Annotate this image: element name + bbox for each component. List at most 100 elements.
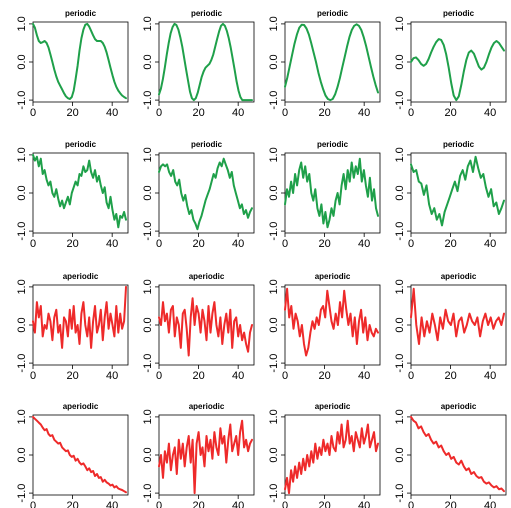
series-line (284, 23, 379, 102)
chart-title: periodic (191, 140, 223, 149)
y-tick-label: -1.0 (394, 222, 406, 241)
x-tick-label: 40 (106, 107, 118, 119)
series-line (410, 415, 505, 493)
chart-title: aperiodic (315, 402, 351, 411)
x-tick-label: 0 (282, 370, 288, 382)
series-line (410, 287, 505, 345)
y-tick-label: 0.0 (268, 447, 280, 462)
chart-title: aperiodic (441, 272, 477, 281)
series-line (284, 287, 379, 357)
x-tick-label: 0 (408, 500, 414, 508)
y-tick-label: -1.0 (394, 91, 406, 110)
y-tick-label: 0.0 (394, 317, 406, 332)
y-tick-label: 0.0 (394, 54, 406, 69)
y-tick-label: -1.0 (16, 484, 28, 503)
chart-title: aperiodic (441, 402, 477, 411)
chart-title: periodic (191, 9, 223, 18)
series-line (158, 22, 253, 102)
series-line (32, 285, 127, 349)
x-tick-label: 0 (156, 238, 162, 250)
chart-title: aperiodic (63, 402, 99, 411)
x-tick-label: 20 (192, 370, 204, 382)
x-tick-label: 40 (106, 500, 118, 508)
x-tick-label: 40 (358, 107, 370, 119)
x-tick-label: 20 (318, 238, 330, 250)
y-tick-label: 0.0 (16, 447, 28, 462)
y-tick-label: 0.0 (142, 54, 154, 69)
x-tick-label: 0 (282, 500, 288, 508)
chart-title: periodic (317, 9, 349, 18)
chart-title: periodic (443, 9, 475, 18)
x-tick-label: 0 (156, 500, 162, 508)
x-tick-label: 40 (232, 107, 244, 119)
y-tick-label: -1.0 (268, 222, 280, 241)
x-tick-label: 0 (408, 370, 414, 382)
y-tick-label: 1.0 (142, 279, 154, 294)
y-tick-label: -1.0 (142, 484, 154, 503)
x-tick-label: 20 (66, 107, 78, 119)
y-tick-label: -1.0 (16, 354, 28, 373)
y-tick-label: 1.0 (268, 279, 280, 294)
plot-frame (410, 414, 507, 496)
y-tick-label: 1.0 (16, 409, 28, 424)
x-tick-label: 40 (484, 107, 496, 119)
y-tick-label: 0.0 (268, 54, 280, 69)
chart-title: periodic (317, 140, 349, 149)
y-tick-label: 0.0 (394, 447, 406, 462)
x-tick-label: 0 (282, 238, 288, 250)
x-tick-label: 20 (192, 107, 204, 119)
x-tick-label: 0 (30, 238, 36, 250)
x-tick-label: 0 (30, 370, 36, 382)
x-tick-label: 40 (484, 500, 496, 508)
x-tick-label: 0 (156, 370, 162, 382)
series-line (158, 157, 253, 231)
y-tick-label: -1.0 (142, 354, 154, 373)
x-tick-label: 40 (106, 238, 118, 250)
y-tick-label: 1.0 (16, 16, 28, 31)
x-tick-label: 40 (232, 370, 244, 382)
x-tick-label: 20 (444, 370, 456, 382)
y-tick-label: 0.0 (142, 185, 154, 200)
y-tick-label: -1.0 (268, 354, 280, 373)
y-tick-label: 1.0 (16, 279, 28, 294)
x-tick-label: 0 (156, 107, 162, 119)
x-tick-label: 20 (192, 500, 204, 508)
y-tick-label: 1.0 (268, 147, 280, 162)
x-tick-label: 0 (30, 500, 36, 508)
y-tick-label: 1.0 (268, 16, 280, 31)
y-tick-label: 1.0 (268, 409, 280, 424)
y-tick-label: 0.0 (268, 317, 280, 332)
y-tick-label: 0.0 (142, 317, 154, 332)
x-tick-label: 20 (444, 107, 456, 119)
chart-title: periodic (65, 9, 97, 18)
x-tick-label: 40 (358, 370, 370, 382)
y-tick-label: 0.0 (394, 185, 406, 200)
chart-title: aperiodic (63, 272, 99, 281)
series-line (158, 297, 253, 357)
y-tick-label: -1.0 (142, 222, 154, 241)
y-tick-label: -1.0 (394, 484, 406, 503)
y-tick-label: 0.0 (16, 54, 28, 69)
y-tick-label: 0.0 (16, 317, 28, 332)
y-tick-label: 1.0 (142, 147, 154, 162)
x-tick-label: 20 (66, 500, 78, 508)
y-tick-label: 1.0 (394, 147, 406, 162)
y-tick-label: 0.0 (142, 447, 154, 462)
x-tick-label: 40 (106, 370, 118, 382)
x-tick-label: 0 (282, 107, 288, 119)
y-tick-label: -1.0 (268, 484, 280, 503)
